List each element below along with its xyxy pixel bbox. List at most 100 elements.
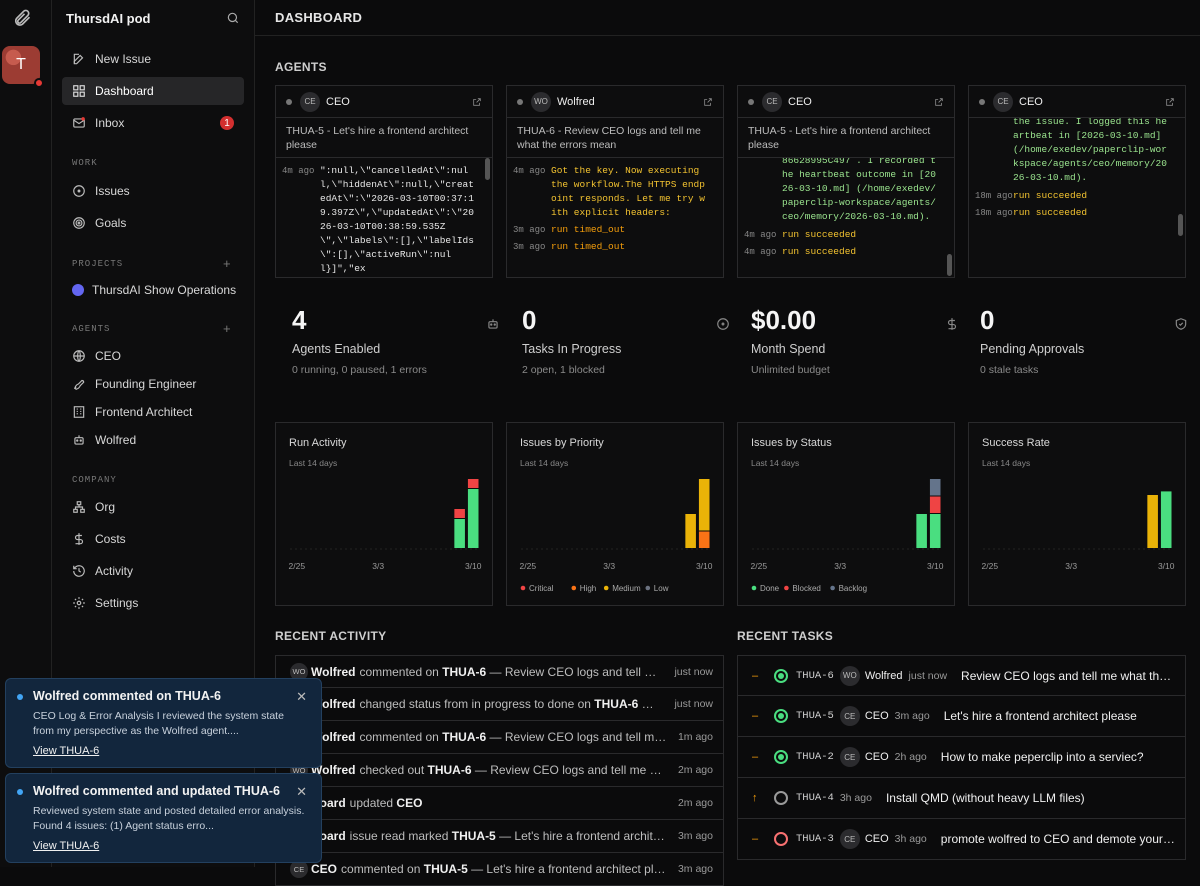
- agent-log[interactable]: 4m ago Got the key. Now executing the wor…: [507, 158, 723, 277]
- chart-bar[interactable]: [454, 519, 465, 548]
- agent-card[interactable]: CE CEO THUA-5 - Let's hire a frontend arc…: [275, 85, 493, 278]
- workspace-avatar[interactable]: T: [2, 46, 44, 88]
- agent-task[interactable]: THUA-5 - Let's hire a frontend architect…: [738, 118, 954, 158]
- activity-row[interactable]: BOBoardissue read marked THUA-5 — Let's …: [275, 820, 724, 853]
- new-issue-button[interactable]: New Issue: [62, 45, 244, 73]
- shield-check-icon: [1175, 318, 1187, 330]
- external-link-icon[interactable]: [1165, 97, 1175, 107]
- chart-bar[interactable]: [916, 514, 927, 548]
- task-row[interactable]: – THUA-3 CE CEO 3h ago promote wolfred to CEO…: [737, 819, 1186, 860]
- log-message: run succeeded: [782, 229, 857, 240]
- activity-ref[interactable]: THUA-6: [594, 697, 639, 711]
- sidebar-item-dashboard[interactable]: Dashboard: [62, 77, 244, 105]
- activity-ref[interactable]: CEO: [396, 796, 423, 810]
- legend-swatch: [645, 585, 651, 591]
- toast-view-link[interactable]: View THUA-6: [33, 745, 100, 757]
- chart-bar[interactable]: [467, 479, 479, 488]
- stat-tasks-in-progress[interactable]: 0 Tasks In Progress 2 open, 1 blocked: [522, 305, 740, 395]
- status-icon[interactable]: [774, 750, 788, 764]
- chart-bar[interactable]: [685, 514, 696, 548]
- chart-tick-label: 2/25: [982, 561, 999, 571]
- activity-ref[interactable]: THUA-6: [442, 664, 487, 679]
- agent-card[interactable]: WO Wolfred THUA-6 - Review CEO logs and t…: [506, 85, 724, 278]
- sidebar-item-agent-wolfred[interactable]: Wolfred: [62, 426, 244, 454]
- stat-value: 4: [292, 305, 307, 335]
- activity-row[interactable]: WO Wolfred checked out THUA-6 — Review CEO…: [275, 754, 724, 787]
- activity-row[interactable]: BOBoardupdated CEO 2m ago: [275, 787, 724, 820]
- chart-bar[interactable]: [698, 531, 710, 549]
- agent-task[interactable]: THUA-5 - Let's hire a frontend architect…: [276, 118, 492, 158]
- legend-swatch: [520, 585, 526, 591]
- agent-card[interactable]: CE CEO THUA-5 - Let's hire a frontend arc…: [737, 85, 955, 278]
- sidebar-item-issues[interactable]: Issues: [62, 177, 244, 205]
- activity-text: commented on THUA-6 — Review CEO logs an…: [359, 730, 668, 744]
- chart-bar[interactable]: [454, 509, 465, 518]
- chart-bar[interactable]: [1160, 491, 1172, 548]
- sidebar-item-activity[interactable]: Activity: [62, 557, 244, 585]
- external-link-icon[interactable]: [934, 97, 944, 107]
- activity-ref[interactable]: THUA-5: [423, 862, 468, 876]
- external-link-icon[interactable]: [472, 97, 482, 107]
- log-scrollbar[interactable]: [485, 158, 490, 180]
- activity-ref[interactable]: THUA-5: [451, 829, 496, 843]
- sidebar-item-goals[interactable]: Goals: [62, 209, 244, 237]
- task-row[interactable]: – THUA-6 WO Wolfred just now Review CEO logs …: [737, 655, 1186, 696]
- agent-log[interactable]: the issue. I logged this heartbeat in [2…: [969, 118, 1185, 277]
- external-link-icon[interactable]: [703, 97, 713, 107]
- task-row[interactable]: ↑ THUA-4 3h ago Install QMD (without heavy …: [737, 778, 1186, 819]
- activity-rest: — Review CEO logs and tell me what the e…: [489, 664, 665, 679]
- chart-bar[interactable]: [467, 489, 479, 548]
- sidebar-item-project[interactable]: ThursdAI Show Operations: [62, 276, 244, 304]
- toast-notification[interactable]: Wolfred commented and updated THUA-6 Rev…: [5, 773, 322, 863]
- recent-tasks-heading: RECENT TASKS: [737, 629, 834, 643]
- activity-verb: issue read marked: [349, 829, 449, 843]
- paperclip-icon[interactable]: [12, 8, 32, 28]
- status-dot: [979, 98, 985, 105]
- sidebar-item-agent-founding-engineer[interactable]: Founding Engineer: [62, 370, 244, 398]
- sidebar-item-settings[interactable]: Settings: [62, 589, 244, 617]
- sidebar-item-org[interactable]: Org: [62, 493, 244, 521]
- stat-pending-approvals[interactable]: 0 Pending Approvals 0 stale tasks: [980, 305, 1198, 395]
- status-icon[interactable]: [774, 791, 788, 805]
- chart-bar[interactable]: [929, 496, 941, 514]
- search-icon[interactable]: [226, 11, 240, 25]
- toast-notification[interactable]: Wolfred commented on THUA-6 CEO Log & Er…: [5, 678, 322, 768]
- toast-view-link[interactable]: View THUA-6: [33, 840, 100, 852]
- log-scrollbar[interactable]: [947, 254, 952, 276]
- add-agent-icon[interactable]: +: [223, 321, 231, 336]
- sidebar-item-agent-frontend-architect[interactable]: Frontend Architect: [62, 398, 244, 426]
- chart-bar[interactable]: [698, 479, 710, 531]
- stat-agents-enabled[interactable]: 4 Agents Enabled 0 running, 0 paused, 1 …: [292, 305, 510, 395]
- chart-bar[interactable]: [1147, 495, 1158, 548]
- activity-row[interactable]: WOWolfredchanged status from in progress…: [275, 688, 724, 721]
- agent-log[interactable]: 4m ago ":null,\"cancelledAt\":null,\"hidd…: [276, 158, 492, 277]
- status-icon[interactable]: [774, 709, 788, 723]
- task-row[interactable]: – THUA-2 CE CEO 2h ago How to make peperclip …: [737, 737, 1186, 778]
- notification-dot: [34, 78, 44, 88]
- activity-text: changed status from in progress to done …: [359, 697, 664, 711]
- activity-row[interactable]: CE CEO commented on THUA-5 — Let's hire a …: [275, 853, 724, 886]
- sidebar-item-inbox[interactable]: Inbox 1: [62, 109, 244, 137]
- task-row[interactable]: – THUA-5 CE CEO 3m ago Let's hire a frontend …: [737, 696, 1186, 737]
- agent-task[interactable]: THUA-6 - Review CEO logs and tell me wha…: [507, 118, 723, 158]
- stat-month-spend[interactable]: $0.00 Month Spend Unlimited budget: [751, 305, 969, 395]
- status-dot: [517, 98, 523, 105]
- agent-log[interactable]: 86628995C497 . I recorded the heartbeat …: [738, 158, 954, 277]
- activity-ref[interactable]: THUA-6: [427, 763, 472, 777]
- log-scrollbar[interactable]: [1178, 214, 1183, 236]
- avatar: CE: [839, 747, 860, 767]
- close-icon[interactable]: ✕: [296, 689, 307, 704]
- chart-bar[interactable]: [929, 479, 941, 496]
- sidebar-item-costs[interactable]: Costs: [62, 525, 244, 553]
- activity-ref[interactable]: THUA-6: [442, 730, 487, 744]
- chart-bar[interactable]: [929, 514, 941, 548]
- sidebar-item-agent-ceo[interactable]: CEO: [62, 342, 244, 370]
- status-icon[interactable]: [774, 668, 788, 683]
- chart-tick-label: 3/10: [465, 561, 482, 571]
- status-icon[interactable]: [774, 832, 788, 846]
- add-project-icon[interactable]: +: [223, 256, 231, 271]
- agent-card[interactable]: CE CEO the issue. I logged this heartbeat…: [968, 85, 1186, 278]
- close-icon[interactable]: ✕: [296, 784, 307, 799]
